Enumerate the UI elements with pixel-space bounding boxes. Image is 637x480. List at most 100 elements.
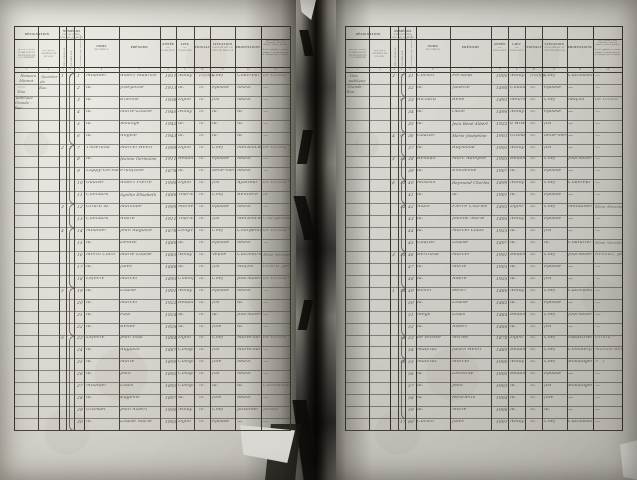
cell-lieu: Dijon <box>509 205 523 210</box>
cell-annee: 1906 <box>496 408 509 413</box>
cell-n_individu: 34 <box>407 109 415 114</box>
table-row <box>346 191 622 203</box>
cell-professions: Maçon <box>568 97 586 102</box>
cell-annee: 1884 <box>496 312 509 317</box>
cell-observations: — <box>594 300 601 306</box>
cell-nationalite: id. <box>198 276 206 281</box>
cell-professions: néant <box>236 205 251 210</box>
cell-nationalite: id. <box>530 372 537 377</box>
cell-noms: Bertrand <box>416 252 440 257</box>
cell-observations: — <box>594 193 601 199</box>
household-brace <box>69 73 75 145</box>
cell-observations: — <box>262 133 269 139</box>
household-brace <box>400 132 406 157</box>
cell-situation: épouse <box>543 109 561 114</box>
cell-lieu: id. <box>509 264 517 269</box>
cell-professions: Jardinier <box>236 408 259 413</box>
column-rule <box>541 27 543 430</box>
header-noms: Noms de famille <box>425 43 440 51</box>
cell-nationalite: id. <box>198 419 206 424</box>
cell-n_individu: 7 <box>76 145 81 150</box>
cell-professions: néant <box>236 240 251 245</box>
cell-situation: fils <box>543 145 552 150</box>
cell-lieu: id. <box>509 384 517 389</box>
cell-lieu: Nolay <box>509 145 525 150</box>
column-rule <box>73 27 75 430</box>
column-rule <box>176 27 178 430</box>
cell-lieu: id. <box>177 133 185 138</box>
cell-nationalite: id. <box>198 288 206 293</box>
cell-prenoms: Jules <box>119 264 133 269</box>
cell-lieu: Dijon <box>177 181 192 186</box>
cell-observations: — <box>262 157 269 163</box>
cell-situation: épouse <box>211 85 230 90</box>
table-row <box>15 323 290 335</box>
cell-observations: — <box>262 348 269 354</box>
cell-observations: Jardin <box>262 408 278 413</box>
cell-n_individu: 29 <box>76 408 84 413</box>
cell-n_individu: 37 <box>407 145 415 150</box>
row-rule <box>15 370 290 372</box>
row-rule <box>15 131 290 133</box>
household-brace <box>400 180 406 205</box>
cell-lieu: Dijon <box>177 419 192 424</box>
cell-professions: Mécanicien <box>236 145 262 150</box>
cell-n_individu: 57 <box>407 384 415 389</box>
cell-annee: 1893 <box>496 97 509 102</box>
cell-annee: 1904 <box>496 396 509 401</box>
cell-prenoms: Joséphine <box>119 85 145 90</box>
cell-annee: 1911 <box>164 217 177 222</box>
column-rule <box>38 27 40 430</box>
row-rule <box>15 274 290 276</box>
cell-observations: de Girard - <box>594 97 622 102</box>
cell-lieu: Cologne <box>177 372 194 377</box>
cell-noms: id. <box>85 348 93 353</box>
header-prenoms: Prénoms <box>130 45 148 50</box>
cell-nationalite: id. <box>198 121 206 126</box>
column-number: 8 <box>167 67 169 71</box>
cell-situation: fille <box>211 360 222 365</box>
cell-situation: fils <box>543 276 552 281</box>
header-rule <box>346 39 622 40</box>
cell-nationalite: id. <box>530 181 537 186</box>
cell-nationalite: id. <box>198 97 206 102</box>
cell-observations: Girard, père <box>262 264 290 269</box>
cell-lieu: Dijon <box>509 336 523 341</box>
cell-noms: id. <box>85 85 93 90</box>
cell-n_individu: 14 <box>76 229 84 234</box>
column-number: 10 <box>200 67 204 71</box>
cell-lieu: Nolay <box>177 252 193 257</box>
cell-annee: 1898 <box>496 85 509 90</box>
cell-situation: fils <box>543 121 552 126</box>
cell-situation: fils <box>543 324 552 329</box>
cell-situation: fils <box>211 348 220 353</box>
cell-observations: — <box>262 372 269 378</box>
cell-noms: Bonin <box>416 288 432 293</box>
cell-professions: néant <box>236 288 251 293</box>
cell-professions: id. <box>236 133 244 138</box>
cell-prenoms: Louis <box>119 384 134 389</box>
cell-prenoms: Renée <box>119 324 136 329</box>
cell-n_individu: 23 <box>76 336 84 341</box>
cell-prenoms: Fernand <box>451 73 473 78</box>
column-rule <box>390 27 392 430</box>
cell-nationalite: id. <box>198 396 206 401</box>
cell-nationalite: id. <box>530 300 537 305</box>
cell-nationalite: id. <box>198 324 206 329</box>
cell-situation: fils <box>211 217 220 222</box>
cell-n_individu: 33 <box>407 97 415 102</box>
cell-annee: 1884 <box>164 336 177 341</box>
row-rule <box>15 227 290 229</box>
cell-annee: 1880 <box>496 348 509 353</box>
row-rule <box>15 239 290 241</box>
cell-situation: Chef <box>543 205 556 210</box>
cell-lieu: Nolay <box>509 73 525 78</box>
row-rule <box>346 119 622 121</box>
table-row <box>15 108 290 120</box>
cell-annee: 1897 <box>496 240 509 245</box>
row-rule <box>15 418 290 420</box>
cell-lieu: Cologne <box>177 360 194 365</box>
cell-prenoms: André <box>451 276 467 281</box>
cell-nationalite: id. <box>530 252 537 257</box>
cell-n_individu: 16 <box>76 252 84 257</box>
